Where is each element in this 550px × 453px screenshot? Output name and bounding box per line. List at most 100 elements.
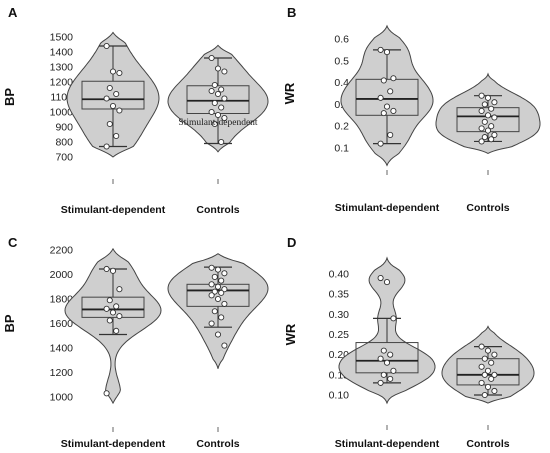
y-tick-label: 1000: [50, 392, 74, 404]
violin-group: [64, 247, 162, 405]
data-point: [221, 68, 228, 75]
data-point: [484, 112, 492, 119]
y-tick-label: 2000: [50, 269, 74, 281]
y-tick-label: 700: [55, 152, 73, 164]
y-tick-label: 0.25: [329, 329, 350, 341]
data-point: [214, 111, 222, 119]
y-tick-label: 1600: [50, 318, 74, 330]
data-point: [491, 371, 498, 378]
category-label: Controls: [466, 202, 509, 214]
data-point: [481, 101, 488, 108]
violin-shape: [340, 24, 434, 167]
category-label: Stimulant-dependent: [61, 438, 166, 450]
data-point: [377, 94, 384, 101]
data-point: [390, 315, 397, 322]
violin-group: [66, 31, 160, 158]
data-point: [109, 309, 117, 316]
data-point: [211, 308, 218, 315]
panel-a: ABP150014001300120011001000900800700Stim…: [2, 5, 269, 216]
y-tick-label: 0.35: [329, 289, 350, 301]
data-point: [491, 387, 498, 395]
category-label: Controls: [196, 204, 239, 216]
y-tick-label: 1200: [50, 77, 74, 89]
data-point: [103, 390, 110, 397]
data-point: [218, 138, 225, 146]
data-point: [221, 342, 228, 349]
data-point: [488, 105, 495, 112]
data-point: [478, 125, 485, 132]
category-label: Controls: [466, 438, 509, 450]
data-point: [221, 95, 228, 102]
violin-shape: [167, 44, 269, 153]
data-point: [113, 303, 120, 310]
data-point: [116, 107, 123, 114]
data-point: [214, 90, 222, 98]
panel-c: C BP 2200 2000 1800 1600 1400 1200 1000 Stimulant…: [2, 235, 269, 450]
data-point: [377, 355, 384, 362]
box-iqr: [355, 78, 419, 116]
data-point: [488, 136, 495, 143]
data-point: [387, 88, 394, 95]
violin-shape: [441, 325, 535, 404]
y-tick-label: 0.10: [329, 390, 350, 402]
panel-b: BWR0.60.50.40.30.20.1Stimulant-dependent…: [282, 5, 541, 214]
y-tick-label: 0.40: [329, 269, 350, 281]
violin-group: [441, 325, 535, 404]
data-point: [484, 347, 492, 354]
data-point: [103, 265, 110, 273]
data-point: [481, 118, 488, 125]
data-point: [390, 75, 397, 82]
data-point: [103, 305, 110, 312]
data-point: [208, 320, 215, 327]
panel-letter: C: [8, 235, 18, 250]
data-point: [214, 295, 222, 303]
data-point: [390, 367, 397, 374]
y-axis-label: WR: [282, 82, 297, 104]
data-point: [491, 351, 498, 358]
data-point: [208, 292, 215, 299]
data-point: [387, 131, 394, 138]
y-tick-label: 1400: [50, 47, 74, 59]
data-point: [383, 103, 391, 110]
data-point: [221, 270, 228, 277]
data-point: [383, 359, 391, 366]
data-point: [484, 367, 492, 374]
annotation-label: Stimulant-dependent: [178, 118, 258, 128]
data-point: [484, 127, 492, 134]
y-tick-label: 900: [55, 122, 73, 134]
y-axis-label: BP: [2, 314, 17, 332]
data-point: [214, 331, 222, 338]
data-point: [211, 81, 218, 89]
panel-letter: B: [287, 5, 296, 20]
data-point: [109, 267, 117, 274]
box-iqr: [355, 342, 419, 374]
data-point: [208, 281, 215, 288]
data-point: [113, 327, 120, 334]
data-point: [218, 314, 225, 321]
data-point: [218, 86, 225, 93]
data-point: [377, 46, 384, 53]
y-axis-label: BP: [2, 88, 17, 106]
data-point: [481, 371, 488, 378]
data-point: [218, 104, 225, 111]
data-point: [214, 283, 222, 290]
data-point: [491, 131, 498, 138]
y-axis-label: WR: [283, 323, 298, 345]
y-tick-label: 1800: [50, 294, 74, 306]
y-tick-label: 0.5: [334, 55, 349, 67]
y-tick-label: 0.30: [329, 309, 350, 321]
data-point: [390, 107, 397, 114]
data-point: [488, 359, 495, 366]
data-point: [478, 138, 485, 145]
data-point: [218, 277, 225, 284]
data-point: [488, 123, 495, 130]
data-point: [208, 108, 215, 116]
y-tick-label: 1200: [50, 367, 74, 379]
data-point: [208, 54, 215, 62]
data-point: [383, 279, 391, 286]
data-point: [484, 94, 492, 101]
violin-group: [435, 72, 541, 154]
data-point: [481, 355, 488, 362]
data-point: [208, 264, 215, 271]
